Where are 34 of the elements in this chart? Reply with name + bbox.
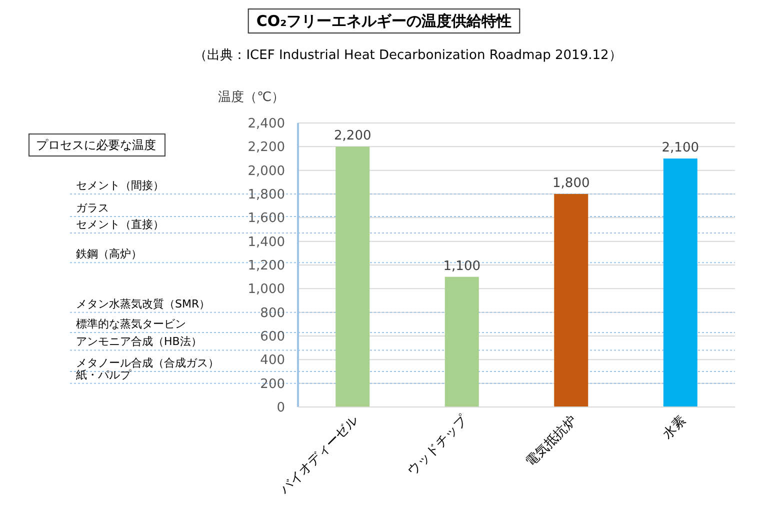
ref-line-label: 鉄鋼（高炉） [76,248,142,261]
x-tick-label: ウッドチップ [404,412,472,479]
y-tick-label: 1,200 [248,258,285,274]
ref-line-label: メタン水蒸気改質（SMR） [76,297,210,310]
data-label: 1,100 [443,258,480,274]
data-label: 2,100 [662,140,699,156]
ref-line-label: 紙・パルプ [76,368,132,382]
y-axis-title: 温度（℃） [218,89,285,105]
y-tick-label: 200 [260,376,285,392]
y-tick-label: 1,800 [248,188,285,202]
y-tick-label: 0 [276,400,285,416]
x-tick-label: バイオディーゼル [276,413,362,498]
y-tick-label: 2,200 [248,140,285,156]
y-tick-label: 1,600 [248,211,285,226]
y-tick-label: 800 [260,306,285,321]
data-label: 1,800 [552,176,590,191]
ref-line-label: メタノール合成（合成ガス） [76,356,219,370]
x-tick-label: 水素 [660,413,690,442]
text: プロセスに必要な温度 [36,138,156,152]
y-tick-label: 1,400 [248,234,285,250]
ref-line-label: セメント（間接） [76,179,164,192]
y-tick-label: 1,000 [248,282,285,298]
y-tick-label: 2,000 [248,164,285,179]
y-tick-label: 600 [260,330,285,344]
x-tick-label: 電気抵抗炉 [523,413,580,470]
ref-line-label: ガラス [76,201,109,214]
ref-line-label: アンモニア合成（HB法） [76,335,202,348]
data-label: 2,200 [334,128,372,144]
chart-title: CO₂フリーエネルギーの温度供給特性 [256,12,512,30]
y-tick-label: 2,400 [248,116,285,132]
y-tick-label: 400 [260,353,285,368]
chart-subtitle: （出典：ICEF Industrial Heat Decarbonization Roadmap 2019.12） [194,48,622,63]
ref-line-label: セメント（直接） [76,218,164,232]
ref-line-label: 標準的な蒸気タービン [76,317,186,330]
